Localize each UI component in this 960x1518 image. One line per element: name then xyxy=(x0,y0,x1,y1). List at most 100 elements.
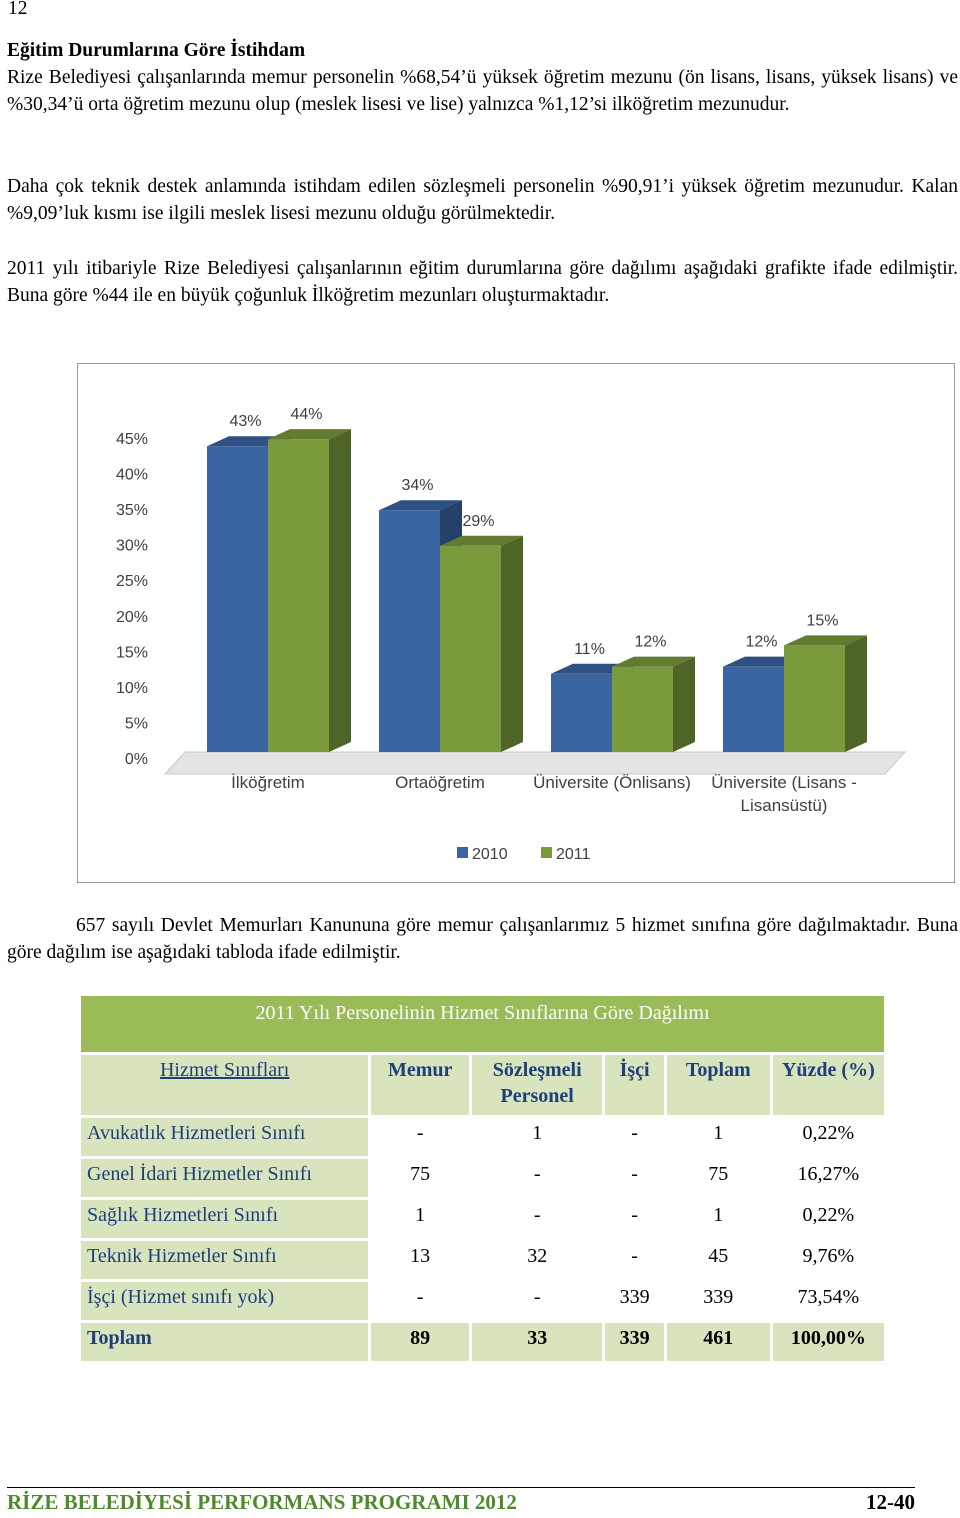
data-label: 34% xyxy=(401,477,433,494)
cell: - xyxy=(605,1118,664,1156)
row-label: Sağlık Hizmetleri Sınıfı xyxy=(81,1200,369,1238)
row-label: Avukatlık Hizmetleri Sınıfı xyxy=(81,1118,369,1156)
page-number: 12 xyxy=(8,0,28,19)
cell: 75 xyxy=(371,1159,470,1197)
row-label: Toplam xyxy=(81,1323,369,1361)
footer-rule xyxy=(7,1487,915,1488)
x-tick-label: Üniversite (Lisans - Lisansüstü) xyxy=(711,773,857,815)
cell: - xyxy=(472,1159,603,1197)
y-tick-label: 0% xyxy=(125,751,148,768)
chart-frame xyxy=(77,363,955,883)
cell: 9,76% xyxy=(772,1241,884,1279)
cell: - xyxy=(472,1282,603,1320)
cell: 89 xyxy=(371,1323,470,1361)
data-label: 12% xyxy=(745,634,777,651)
cell: 0,22% xyxy=(772,1118,884,1156)
legend-label: 2011 xyxy=(556,846,591,863)
bar-side xyxy=(845,635,867,752)
cell: 45 xyxy=(666,1241,770,1279)
y-tick-label: 45% xyxy=(116,431,148,448)
y-tick-label: 10% xyxy=(116,680,148,697)
cell: - xyxy=(605,1159,664,1197)
table-header-row: Hizmet Sınıfları Memur Sözleşmeli Personel… xyxy=(81,1055,884,1115)
cell: - xyxy=(605,1241,664,1279)
row-label: Teknik Hizmetler Sınıfı xyxy=(81,1241,369,1279)
data-label: 11% xyxy=(574,641,605,658)
cell: - xyxy=(371,1282,470,1320)
table-row: Genel İdari Hizmetler Sınıfı 75- -75 16,27% xyxy=(81,1159,884,1197)
bar-side xyxy=(673,656,695,752)
header-cell: Toplam xyxy=(666,1055,770,1115)
bar-top xyxy=(784,635,867,646)
data-label: 15% xyxy=(806,612,838,629)
header-cell: Yüzde (%) xyxy=(772,1055,884,1115)
x-tick-label: İlköğretim xyxy=(231,773,305,792)
cell: 1 xyxy=(371,1200,470,1238)
x-tick-label: Ortaöğretim xyxy=(395,773,485,792)
cell: 32 xyxy=(472,1241,603,1279)
cell: 461 xyxy=(666,1323,770,1361)
bar xyxy=(784,645,845,752)
bar xyxy=(268,439,329,752)
legend-swatch xyxy=(457,847,468,858)
x-tick-label: Üniversite (Önlisans) xyxy=(533,773,691,792)
cell: 1 xyxy=(666,1200,770,1238)
y-tick-label: 40% xyxy=(116,467,148,484)
y-tick-label: 35% xyxy=(116,502,148,519)
y-tick-label: 20% xyxy=(116,609,148,626)
header-cell: İşçi xyxy=(605,1055,664,1115)
paragraph: 657 sayılı Devlet Memurları Kanununa gör… xyxy=(7,915,958,963)
bar-side xyxy=(329,429,351,752)
bar xyxy=(440,545,501,752)
row-label: Genel İdari Hizmetler Sınıfı xyxy=(81,1159,369,1197)
header-cell: Hizmet Sınıfları xyxy=(81,1055,369,1115)
bar xyxy=(379,510,440,752)
cell: 33 xyxy=(472,1323,603,1361)
bar-top xyxy=(612,656,695,667)
y-tick-label: 25% xyxy=(116,573,148,590)
cell: 339 xyxy=(605,1323,664,1361)
table: 2011 Yılı Personelinin Hizmet Sınıfların… xyxy=(78,993,887,1364)
y-tick-label: 30% xyxy=(116,538,148,555)
data-label: 44% xyxy=(290,406,322,423)
table-row: Sağlık Hizmetleri Sınıfı 1- -1 0,22% xyxy=(81,1200,884,1238)
y-tick-label: 5% xyxy=(125,715,148,732)
header-cell: Memur xyxy=(371,1055,470,1115)
legend-swatch xyxy=(541,847,552,858)
data-label: 43% xyxy=(229,413,261,430)
bar xyxy=(612,666,673,752)
paragraph: Rize Belediyesi çalışanlarında memur per… xyxy=(7,67,958,115)
cell: 0,22% xyxy=(772,1200,884,1238)
table-row: Toplam 89 33 339 461 100,00% xyxy=(81,1323,884,1361)
header-cell: Sözleşmeli Personel xyxy=(472,1055,603,1115)
cell: 16,27% xyxy=(772,1159,884,1197)
cell: 339 xyxy=(605,1282,664,1320)
bar xyxy=(207,446,268,752)
paragraph: Daha çok teknik destek anlamında istihda… xyxy=(7,176,958,224)
table-row: Teknik Hizmetler Sınıfı 13 32-45 9,76% xyxy=(81,1241,884,1279)
chart: 0% 5% 10% 15% 20% 25% 30% 35% 40% 45% 43% 44% 34% 29%… xyxy=(116,406,907,863)
table-title-row: 2011 Yılı Personelinin Hizmet Sınıfların… xyxy=(81,996,884,1052)
footer-title: RİZE BELEDİYESİ PERFORMANS PROGRAMI 2012 xyxy=(7,1490,517,1514)
heading: Eğitim Durumlarına Göre İstihdam xyxy=(7,40,306,61)
cell: - xyxy=(472,1200,603,1238)
bar-top xyxy=(379,500,462,511)
table-row: Avukatlık Hizmetleri Sınıfı -1-1 0,22% xyxy=(81,1118,884,1156)
bar xyxy=(723,666,784,752)
bar-top xyxy=(440,535,523,546)
y-tick-label: 15% xyxy=(116,644,148,661)
cell: 1 xyxy=(472,1118,603,1156)
row-label: İşçi (Hizmet sınıfı yok) xyxy=(81,1282,369,1320)
legend-label: 2010 xyxy=(472,846,508,863)
cell: 1 xyxy=(666,1118,770,1156)
data-label: 29% xyxy=(462,513,494,530)
bar-side xyxy=(501,535,523,752)
cell: 100,00% xyxy=(772,1323,884,1361)
cell: 73,54% xyxy=(772,1282,884,1320)
paragraph: 2011 yılı itibariyle Rize Belediyesi çal… xyxy=(7,258,958,306)
data-label: 12% xyxy=(634,634,666,651)
bar xyxy=(551,673,612,752)
cell: 75 xyxy=(666,1159,770,1197)
cell: - xyxy=(371,1118,470,1156)
